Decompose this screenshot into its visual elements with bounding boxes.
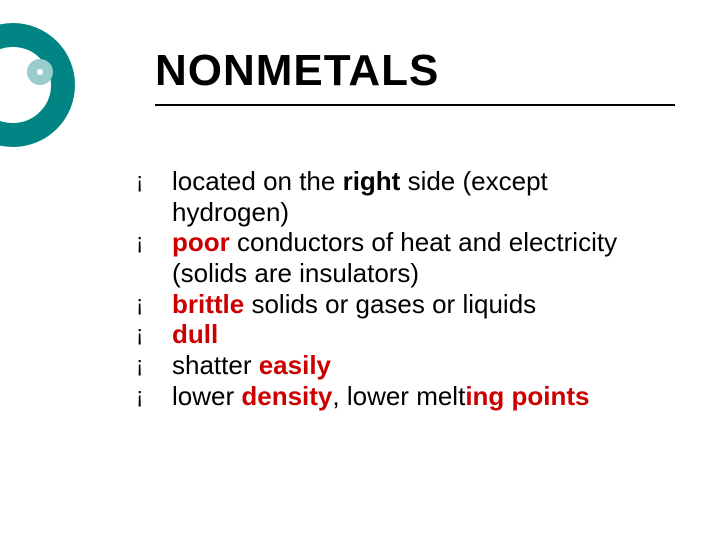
list-item: ¡ shatter easily [130,350,670,381]
list-item: ¡ lower density, lower melting points [130,381,670,412]
decor-circle-outer [0,23,75,147]
text-segment: solids or gases or liquids [244,289,536,319]
bullet-icon: ¡ [136,383,143,409]
title-underline [155,104,675,106]
bullet-list: ¡located on the right side (except hydro… [130,166,670,411]
list-item: ¡ dull [130,319,670,350]
text-segment: dull [172,319,218,349]
slide: NONMETALS ¡located on the right side (ex… [0,0,720,540]
bullet-icon: ¡ [136,291,143,317]
text-segment: density [241,381,332,411]
bullet-icon: ¡ [136,168,143,194]
text-segment: conductors of heat and electricity (soli… [172,227,617,288]
text-segment: right [343,166,401,196]
text-segment: easily [259,350,331,380]
text-segment: lower [172,381,241,411]
list-item: ¡ brittle solids or gases or liquids [130,289,670,320]
text-segment: , lower melt [332,381,465,411]
slide-title: NONMETALS [155,48,675,94]
list-item: ¡ poor conductors of heat and electricity… [130,227,670,288]
bullet-icon: ¡ [136,352,143,378]
text-segment: poor [172,227,230,257]
title-block: NONMETALS [155,48,675,106]
text-segment: located on the [172,166,343,196]
bullet-icon: ¡ [136,321,143,347]
list-item: ¡located on the right side (except hydro… [130,166,670,227]
decor-circle-inner [27,59,53,85]
text-segment: brittle [172,289,244,319]
text-segment: shatter [172,350,259,380]
bullet-icon: ¡ [136,229,143,255]
text-segment: ing points [465,381,589,411]
